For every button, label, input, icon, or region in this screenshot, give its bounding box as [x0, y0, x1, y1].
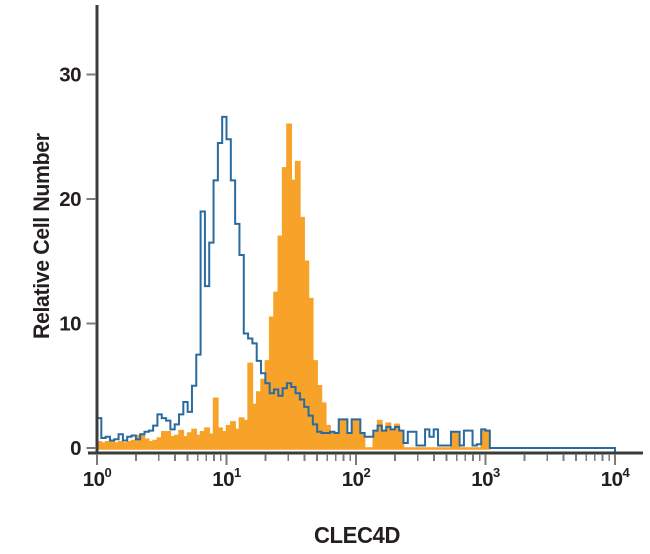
x-tick-label: 103 [471, 465, 500, 491]
x-axis-title: CLEC4D [313, 522, 401, 548]
blue-open-histogram [96, 115, 616, 452]
orange-filled-histogram [96, 123, 491, 450]
y-tick-label: 0 [70, 437, 81, 460]
x-tick-label: 101 [212, 465, 241, 491]
y-tick-label: 30 [59, 64, 81, 87]
x-tick-label: 100 [83, 465, 112, 491]
x-tick-label: 102 [342, 465, 371, 491]
y-tick-label: 20 [59, 188, 81, 211]
y-axis-title-text: Relative Cell Number [29, 133, 54, 340]
x-tick-label: 104 [601, 465, 631, 491]
y-tick-label: 10 [59, 313, 81, 336]
